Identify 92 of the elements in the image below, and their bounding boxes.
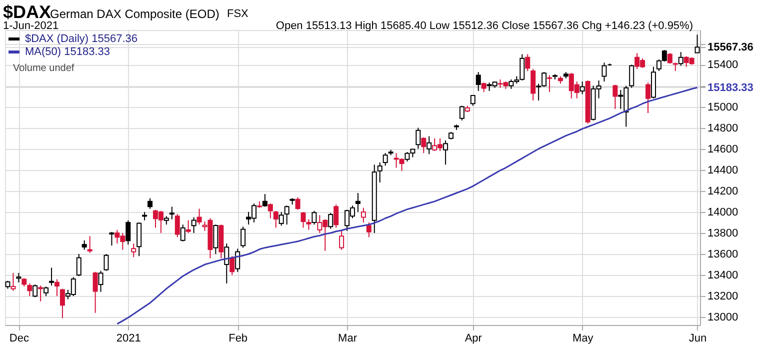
- candlestick: [278, 211, 284, 226]
- chart-title: $DAX: [3, 2, 52, 22]
- candlestick: [131, 242, 136, 258]
- candlestick: [629, 64, 634, 88]
- candlestick: [366, 222, 372, 238]
- candlestick: [49, 267, 54, 286]
- y-tick-label: 14000: [708, 206, 738, 218]
- candlestick: [27, 282, 32, 297]
- y-tick-label: 13400: [708, 270, 738, 282]
- candlestick: [273, 210, 278, 228]
- y-tick-label: 15183.33: [708, 82, 754, 94]
- candlestick: [196, 208, 202, 226]
- x-tick-label: May: [572, 332, 594, 344]
- candlestick: [191, 216, 196, 234]
- candlestick: [262, 194, 268, 208]
- candlestick: [82, 240, 87, 250]
- candlestick: [328, 212, 334, 230]
- y-tick-label: 14800: [708, 122, 738, 134]
- candlestick: [180, 224, 186, 242]
- candlestick: [300, 211, 306, 228]
- candlestick: [76, 254, 82, 277]
- x-tick-label: Jun: [688, 332, 707, 344]
- y-tick-label: 14600: [708, 143, 738, 156]
- candlestick: [602, 62, 607, 82]
- candlestick: [268, 203, 273, 219]
- text: FSX: [227, 8, 250, 20]
- candlestick: [667, 52, 672, 64]
- y-tick-label: 15000: [708, 101, 738, 114]
- candlestick: [126, 220, 131, 246]
- candlestick: [213, 224, 218, 255]
- y-tick-label: 15400: [708, 59, 738, 72]
- candlestick: [240, 226, 246, 248]
- candlestick: [421, 136, 426, 154]
- candlestick: [284, 205, 290, 226]
- candlestick: [32, 284, 38, 298]
- candlestick: [136, 222, 142, 257]
- candlestick: [377, 162, 382, 183]
- y-tick-label: 13200: [708, 290, 738, 303]
- candlestick: [98, 270, 104, 292]
- candlestick: [235, 248, 240, 272]
- y-tick-label: 14400: [708, 164, 738, 176]
- candlestick: [481, 82, 486, 93]
- annotation: Volume undef: [13, 63, 74, 74]
- y-tick-label: 13800: [708, 227, 738, 240]
- candlestick: [38, 285, 44, 302]
- x-tick-label: Apr: [464, 332, 482, 344]
- candlestick: [230, 256, 235, 276]
- y-tick-label: 14200: [708, 185, 738, 198]
- candlestick: [16, 272, 22, 283]
- x-tick-label: Mar: [338, 332, 358, 344]
- candlestick: [525, 54, 530, 72]
- candlestick: [580, 81, 585, 95]
- candlestick: [334, 204, 339, 228]
- candlestick: [44, 286, 49, 297]
- y-tick-label: 13600: [708, 248, 738, 261]
- candlestick: [60, 288, 65, 319]
- candlestick: [92, 271, 98, 314]
- candlestick: [186, 220, 191, 234]
- y-tick-label: 15567.36: [708, 42, 754, 54]
- annotation: 1-Jun-2021: [3, 20, 59, 32]
- candlestick: [530, 68, 536, 101]
- annotation: Open 15513.13 High 15685.40 Low 15512.36 Close 15567.36 Chg +146.23 (+0.95%): [276, 20, 693, 32]
- candlestick: [174, 214, 180, 238]
- candlestick: [169, 206, 174, 220]
- x-tick-label: 2021: [116, 332, 141, 344]
- candlestick: [646, 82, 651, 114]
- candlestick: [360, 207, 366, 223]
- candlestick: [355, 192, 360, 212]
- candlestick: [678, 52, 684, 66]
- candlestick: [224, 242, 230, 284]
- candlestick: [87, 236, 92, 254]
- line-series: [116, 86, 698, 325]
- legend-label: MA(50) 15183.33: [25, 46, 110, 58]
- candlestick: [148, 198, 153, 210]
- candlestick: [54, 278, 60, 297]
- candlestick: [476, 72, 481, 92]
- candlestick: [104, 254, 109, 272]
- candlestick: [306, 218, 312, 230]
- candlestick: [109, 231, 114, 246]
- candlestick: [416, 127, 421, 150]
- candlestick: [443, 140, 448, 166]
- y-tick-label: 13000: [708, 312, 738, 324]
- candlestick: [382, 152, 388, 166]
- x-tick-label: Dec: [9, 332, 30, 344]
- candlestick: [339, 230, 344, 250]
- candlestick: [295, 196, 300, 210]
- legend-label: $DAX (Daily) 15567.36: [25, 33, 138, 45]
- candlestick: [612, 84, 618, 110]
- candlestick: [470, 94, 476, 106]
- x-tick-label: Feb: [228, 332, 248, 344]
- candlestick: [694, 34, 700, 54]
- chart-subtitle: German DAX Composite (EOD): [50, 7, 220, 21]
